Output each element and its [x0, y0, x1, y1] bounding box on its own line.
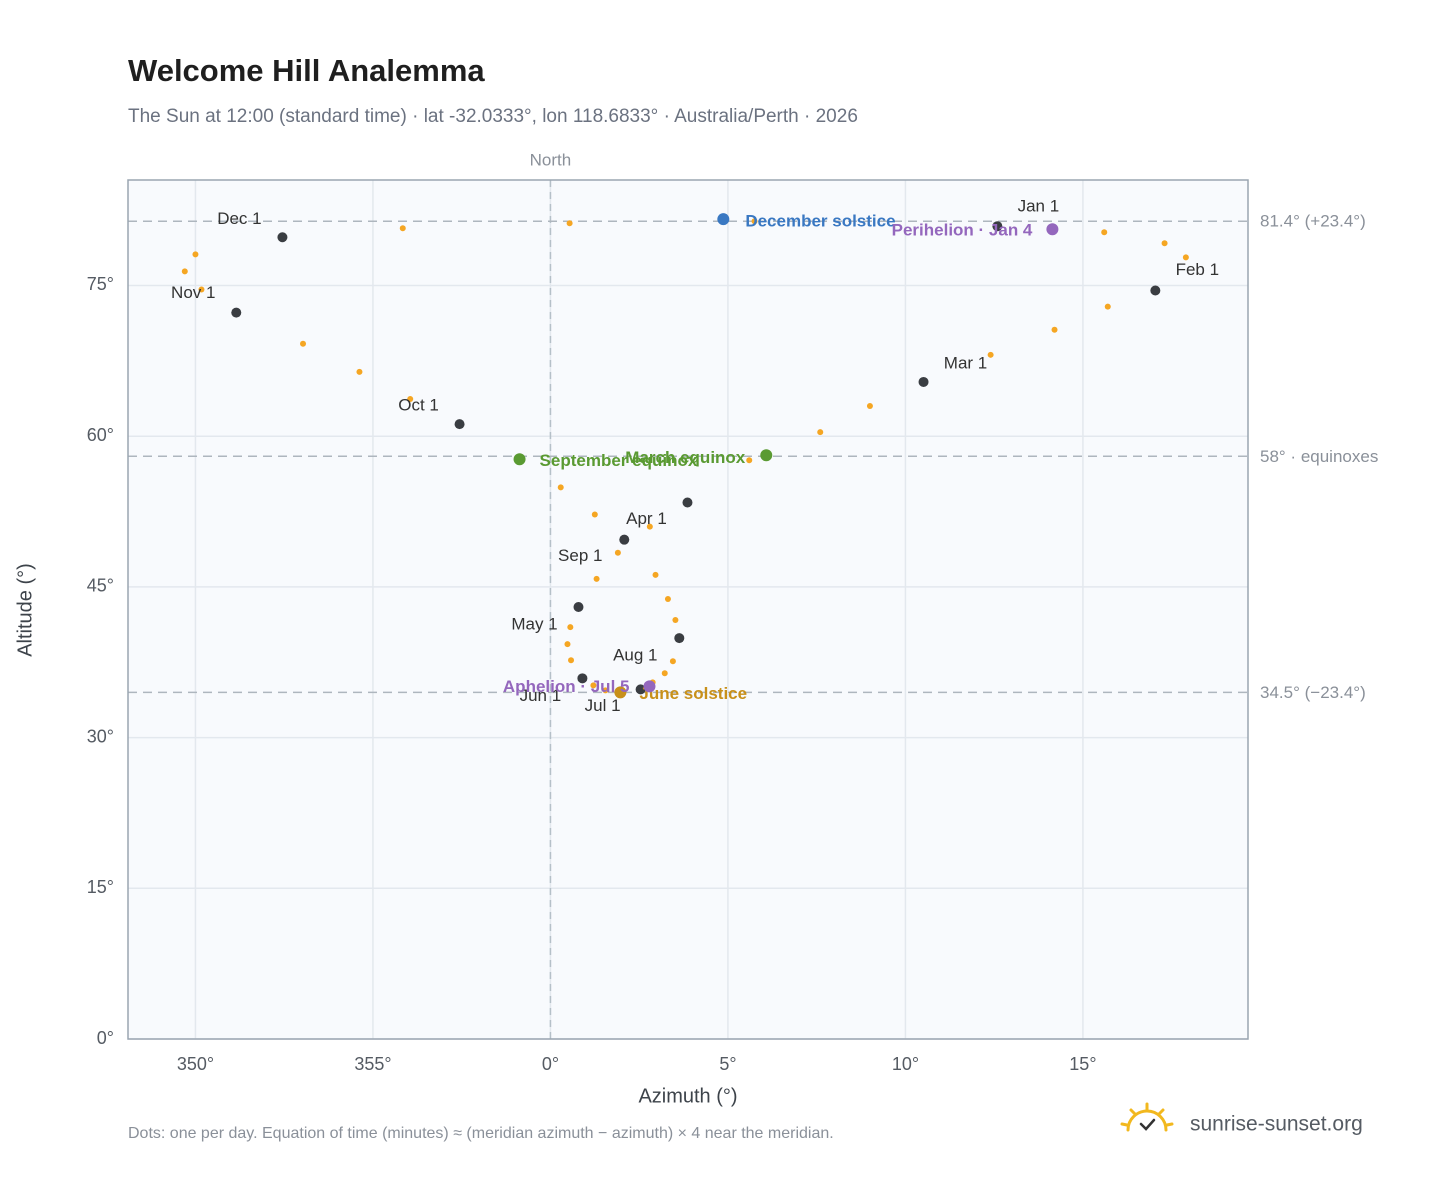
y-tick-label: 75° [87, 274, 114, 294]
event-marker [614, 686, 627, 699]
month-label: Jan 1 [1018, 197, 1060, 216]
month-marker [674, 633, 685, 644]
event-label: Aphelion · Jul 5 [503, 677, 630, 696]
sun-dot [866, 403, 873, 410]
event-label: Perihelion · Jan 4 [892, 221, 1033, 240]
month-marker [918, 376, 929, 387]
sun-dot [568, 657, 575, 664]
sun-dot [407, 396, 414, 403]
sun-dot [590, 682, 597, 689]
sun-dot [198, 286, 205, 293]
event-label: March equinox [625, 448, 746, 467]
month-label: Jul 1 [585, 696, 621, 715]
sun-dot [664, 595, 671, 602]
x-tick-label: 15° [1069, 1054, 1096, 1074]
sun-dot [566, 220, 573, 227]
sun-dot [593, 575, 600, 582]
event-marker [643, 680, 656, 693]
reference-label: 81.4° (+23.4°) [1260, 212, 1366, 231]
event-marker [717, 213, 730, 226]
event-label: December solstice [745, 212, 895, 231]
month-label: Aug 1 [613, 646, 657, 665]
y-tick-label: 30° [87, 726, 114, 746]
month-label: Mar 1 [944, 353, 987, 372]
chart-title: Welcome Hill Analemma [128, 53, 485, 88]
sun-dot [817, 429, 824, 436]
month-marker [619, 534, 630, 545]
sun-dot [1101, 229, 1108, 236]
y-tick-label: 15° [87, 877, 114, 897]
month-label: Nov 1 [171, 283, 215, 302]
month-marker [577, 673, 588, 684]
sun-dot [567, 624, 574, 631]
x-tick-label: 350° [177, 1054, 214, 1074]
footnote: Dots: one per day. Equation of time (min… [128, 1125, 834, 1142]
event-label: June solstice [639, 684, 747, 703]
event-marker [1046, 223, 1059, 236]
month-label: Oct 1 [398, 396, 439, 415]
reference-label: 34.5° (−23.4°) [1260, 683, 1366, 702]
sun-dot [356, 368, 363, 375]
sun-dot [614, 549, 621, 556]
event-marker [513, 453, 526, 466]
sun-dot [661, 670, 668, 677]
month-marker [454, 419, 465, 430]
sun-dot [652, 571, 659, 578]
sun-dot [564, 641, 571, 648]
sun-dot [1182, 254, 1189, 261]
reference-label: 58° · equinoxes [1260, 447, 1378, 466]
month-marker [1150, 285, 1161, 296]
month-marker [992, 221, 1003, 232]
month-marker [277, 232, 288, 243]
month-label: Apr 1 [626, 509, 667, 528]
sun-dot [591, 511, 598, 518]
month-marker [682, 497, 693, 508]
sun-dot [1104, 303, 1111, 310]
x-tick-label: 0° [542, 1054, 559, 1074]
sun-dot [646, 523, 653, 530]
sun-dot [1161, 240, 1168, 247]
sun-dot [751, 218, 758, 225]
plot-area [128, 180, 1248, 1039]
y-tick-label: 45° [87, 576, 114, 596]
x-tick-label: 5° [719, 1054, 736, 1074]
plot-border [127, 179, 1249, 1040]
month-label: Jun 1 [520, 686, 562, 705]
sun-dot [669, 658, 676, 665]
month-label: May 1 [511, 614, 557, 633]
y-tick-label: 60° [87, 425, 114, 445]
event-label: September equinox [540, 451, 698, 470]
y-axis-label: Altitude (°) [14, 563, 36, 657]
month-marker [635, 684, 646, 695]
brand-logo [1120, 1102, 1174, 1132]
sun-dot [602, 687, 609, 694]
y-tick-label: 0° [97, 1028, 114, 1048]
month-marker [573, 601, 584, 612]
sun-dot [1051, 326, 1058, 333]
sun-dot [192, 251, 199, 258]
month-marker [231, 307, 242, 318]
sun-dot [557, 484, 564, 491]
x-tick-label: 355° [354, 1054, 391, 1074]
brand-name: sunrise-sunset.org [1190, 1113, 1363, 1136]
meridian-label: North [530, 150, 572, 169]
month-label: Feb 1 [1176, 260, 1219, 279]
sun-dot [672, 617, 679, 624]
month-label: Sep 1 [558, 546, 602, 565]
sun-dot [987, 351, 994, 358]
sun-dot [399, 225, 406, 232]
sun-dot [746, 457, 753, 464]
sun-dot [300, 340, 307, 347]
month-label: Dec 1 [217, 209, 261, 228]
chart-subtitle: The Sun at 12:00 (standard time) · lat -… [128, 106, 858, 127]
x-tick-label: 10° [892, 1054, 919, 1074]
event-marker [760, 449, 773, 462]
sun-dot [181, 268, 188, 275]
x-axis-label: Azimuth (°) [638, 1085, 737, 1107]
